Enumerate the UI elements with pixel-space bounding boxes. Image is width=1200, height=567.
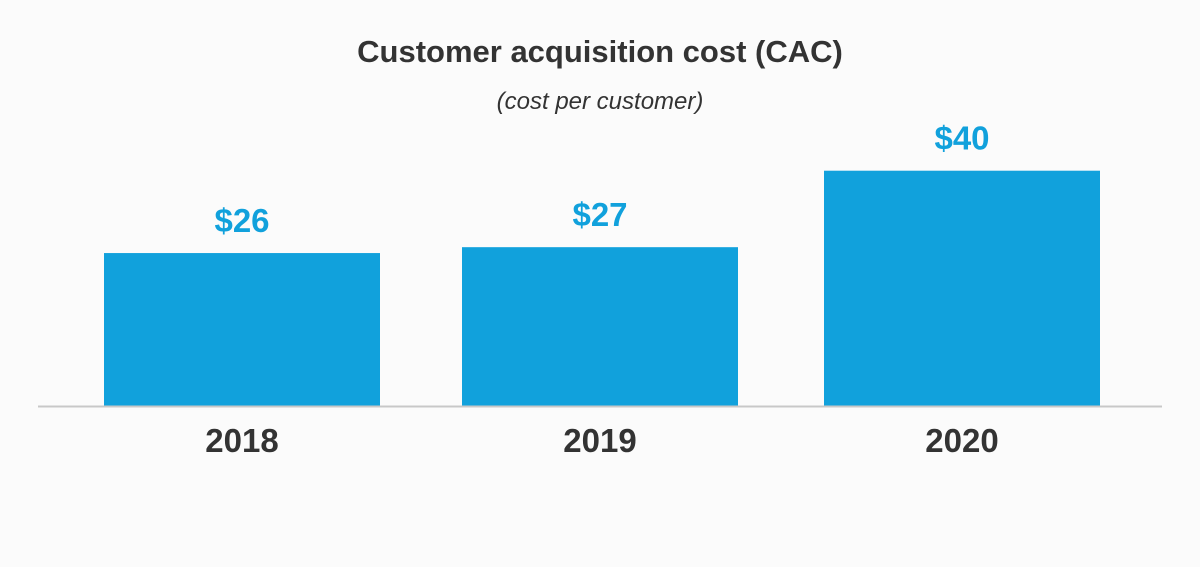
chart-title: Customer acquisition cost (CAC) <box>357 34 843 69</box>
x-tick-label-2019: 2019 <box>563 422 636 459</box>
bar-2019 <box>462 247 738 406</box>
x-tick-label-2018: 2018 <box>205 422 278 459</box>
x-tick-labels: 2018 2019 2020 <box>205 422 998 459</box>
bar-value-label-2018: $26 <box>214 202 269 239</box>
bars-group: $26 $27 $40 <box>104 120 1100 406</box>
x-tick-label-2020: 2020 <box>925 422 998 459</box>
bar-value-label-2019: $27 <box>572 196 627 233</box>
bar-2020 <box>824 170 1100 406</box>
bar-2018 <box>104 253 380 406</box>
bar-value-label-2020: $40 <box>934 120 989 157</box>
chart-subtitle: (cost per customer) <box>497 88 704 115</box>
